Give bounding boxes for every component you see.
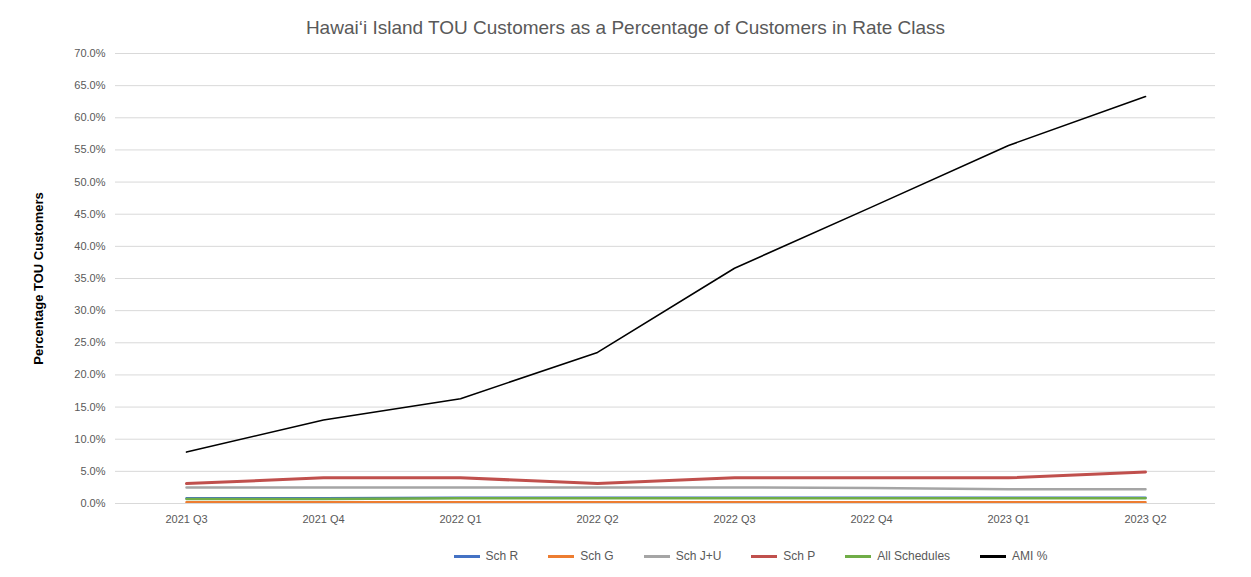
svg-text:35.0%: 35.0% (74, 272, 105, 284)
svg-text:2022 Q3: 2022 Q3 (713, 513, 755, 525)
html-text:All Schedules: All Schedules (877, 549, 951, 563)
svg-text:2022 Q4: 2022 Q4 (850, 513, 892, 525)
svg-text:50.0%: 50.0% (74, 176, 105, 188)
html-text:Hawaiʻi Island TOU Customers a: Hawaiʻi Island TOU Customers as a Percen… (305, 17, 946, 38)
svg-text:55.0%: 55.0% (74, 143, 105, 155)
svg-text:2023 Q1: 2023 Q1 (987, 513, 1029, 525)
svg-text:Percentage TOU Customers: Percentage TOU Customers (31, 192, 46, 364)
html-text:Sch J+U: Sch J+U (675, 549, 722, 563)
svg-text:25.0%: 25.0% (74, 336, 105, 348)
svg-text:45.0%: 45.0% (74, 208, 105, 220)
svg-text:2022 Q2: 2022 Q2 (576, 513, 618, 525)
svg-text:20.0%: 20.0% (74, 368, 105, 380)
svg-text:60.0%: 60.0% (74, 111, 105, 123)
svg-text:40.0%: 40.0% (74, 240, 105, 252)
svg-text:70.0%: 70.0% (74, 47, 105, 59)
html-text:AMI %: AMI % (1012, 549, 1048, 563)
svg-text:2023 Q2: 2023 Q2 (1124, 513, 1166, 525)
svg-text:2022 Q1: 2022 Q1 (439, 513, 481, 525)
svg-text:10.0%: 10.0% (74, 433, 105, 445)
html-text:Sch R: Sch R (485, 549, 519, 563)
svg-text:5.0%: 5.0% (80, 465, 105, 477)
svg-text:15.0%: 15.0% (74, 401, 105, 413)
svg-text:65.0%: 65.0% (74, 79, 105, 91)
svg-text:2021 Q3: 2021 Q3 (165, 513, 207, 525)
svg-text:0.0%: 0.0% (80, 497, 105, 509)
html-text:Sch P: Sch P (783, 549, 816, 563)
html-text:Sch G: Sch G (580, 549, 614, 563)
svg-text:2021 Q4: 2021 Q4 (302, 513, 344, 525)
svg-text:30.0%: 30.0% (74, 304, 105, 316)
